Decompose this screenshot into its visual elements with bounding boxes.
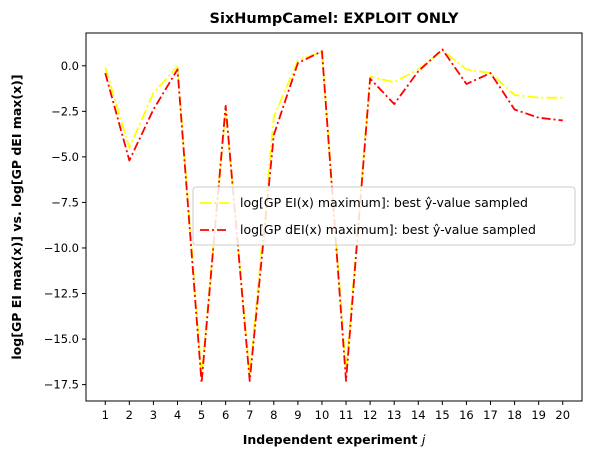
legend-box	[192, 186, 576, 246]
y-tick-label: −7.5	[51, 195, 79, 209]
y-tick-label: −12.5	[44, 287, 79, 301]
x-axis-label: Independent experiment j	[243, 432, 426, 447]
x-tick-label: 19	[531, 408, 546, 422]
x-tick-label: 18	[507, 408, 522, 422]
legend: log[GP EI(x) maximum]: best ŷ-value samp…	[192, 186, 576, 246]
x-tick-label: 1	[102, 408, 109, 422]
x-tick-label: 3	[150, 408, 157, 422]
x-tick-label: 15	[435, 408, 450, 422]
x-tick-label: 12	[363, 408, 378, 422]
y-tick-label: −5.0	[51, 150, 79, 164]
plot-area	[85, 32, 583, 402]
x-tick-label: 13	[387, 408, 402, 422]
y-axis-label: log[GP EI max(x)] vs. log[GP dEI max(x)]	[9, 74, 24, 359]
x-tick-label: 10	[315, 408, 330, 422]
y-tick-label: −15.0	[44, 332, 79, 346]
x-tick-label: 5	[198, 408, 205, 422]
x-tick-label: 20	[555, 408, 570, 422]
chart-title: SixHumpCamel: EXPLOIT ONLY	[210, 11, 459, 27]
y-tick-label: −17.5	[44, 378, 79, 392]
x-tick-label: 6	[222, 408, 229, 422]
x-tick-label: 2	[126, 408, 133, 422]
x-tick-label: 7	[246, 408, 253, 422]
x-tick-label: 11	[339, 408, 354, 422]
y-tick-label: −10.0	[44, 241, 79, 255]
y-tick-label: 0.0	[61, 59, 79, 73]
y-tick-label: −2.5	[51, 104, 79, 118]
x-tick-label: 9	[294, 408, 301, 422]
x-tick-label: 14	[411, 408, 426, 422]
legend-entry-dei: log[GP dEI(x) maximum]: best ŷ-value sam…	[240, 222, 536, 237]
x-axis: 1 2 3 4 5 6 7 8 9 10 11 12 13 14 15 16 17 18 19 20	[102, 401, 570, 422]
x-tick-label: 4	[174, 408, 181, 422]
x-tick-label: 8	[270, 408, 277, 422]
y-axis: 0.0 −2.5 −5.0 −7.5 −10.0 −12.5 −15.0 −17.5	[44, 59, 86, 392]
x-tick-label: 17	[483, 408, 498, 422]
legend-entry-ei: log[GP EI(x) maximum]: best ŷ-value samp…	[240, 195, 528, 210]
x-tick-label: 16	[459, 408, 474, 422]
